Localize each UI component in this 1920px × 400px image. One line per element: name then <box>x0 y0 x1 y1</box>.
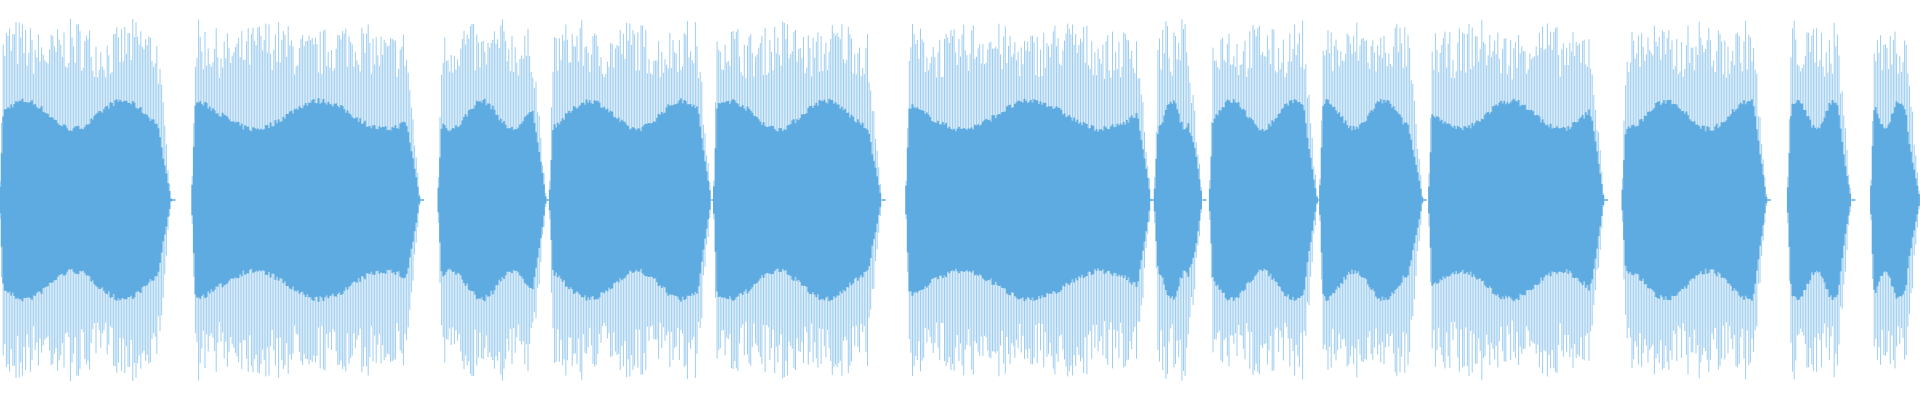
waveform-body <box>1153 100 1202 300</box>
waveform-body <box>191 98 421 302</box>
waveform-body <box>437 98 547 302</box>
waveform-body <box>548 98 713 302</box>
waveform-body <box>0 98 173 302</box>
waveform-body <box>713 98 882 302</box>
waveform-body <box>1428 98 1605 302</box>
waveform-body <box>1870 101 1920 299</box>
waveform-body <box>1319 99 1424 301</box>
waveform-body <box>1786 100 1852 300</box>
waveform-body <box>905 98 1152 302</box>
waveform-body <box>1208 99 1318 301</box>
waveform-body <box>1621 99 1768 301</box>
